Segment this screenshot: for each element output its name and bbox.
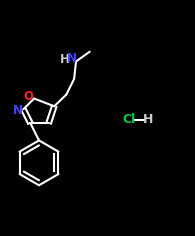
Text: O: O — [23, 90, 33, 103]
Text: N: N — [12, 104, 23, 117]
Text: H: H — [143, 114, 153, 126]
Text: H: H — [60, 53, 70, 66]
Text: Cl: Cl — [122, 114, 135, 126]
Text: N: N — [67, 52, 77, 65]
